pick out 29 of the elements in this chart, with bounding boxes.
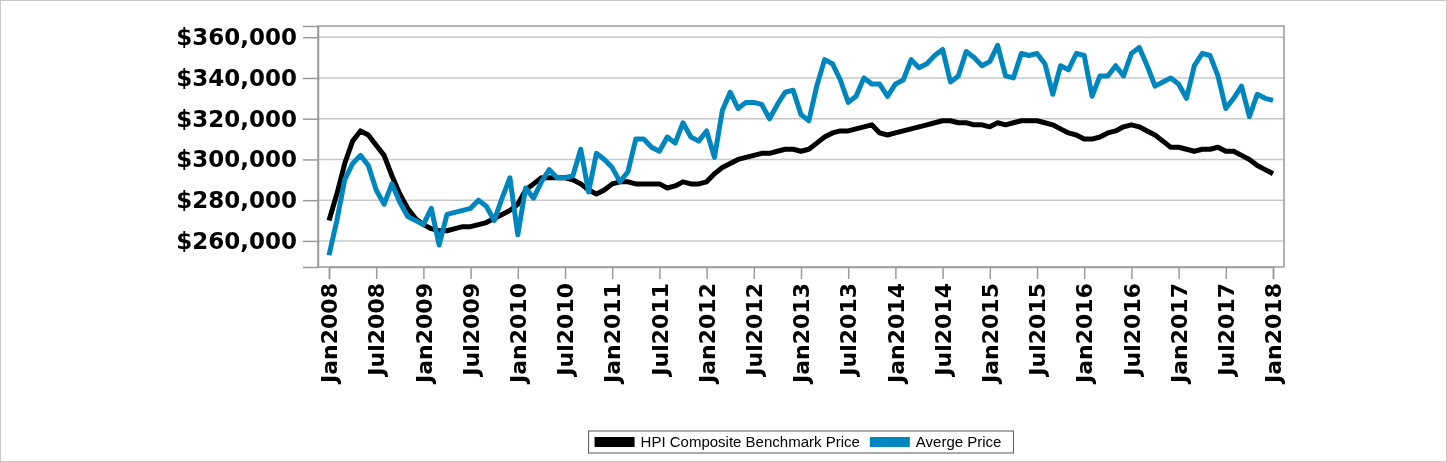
y-tick-label: $360,000 (176, 24, 297, 51)
x-tick-label: Jul2009 (458, 283, 484, 378)
y-tick-label: $320,000 (176, 105, 297, 132)
y-tick-label: $260,000 (176, 227, 297, 254)
x-tick-label: Jul2017 (1214, 283, 1239, 378)
y-tick-label: $280,000 (176, 187, 297, 214)
x-tick-label: Jan2012 (694, 283, 720, 385)
x-tick-label: Jul2008 (364, 283, 390, 378)
y-tick-label: $340,000 (176, 64, 297, 91)
x-tick-label: Jan2015 (978, 283, 1003, 385)
x-tick-label: Jul2016 (1119, 283, 1145, 378)
x-tick-label: Jan2017 (1166, 283, 1192, 385)
x-tick-label: Jan2011 (600, 283, 626, 385)
x-tick-label: Jan2018 (1261, 283, 1287, 385)
x-tick-label: Jul2014 (930, 283, 956, 378)
x-tick-label: Jan2010 (506, 283, 531, 385)
y-tick-label: $300,000 (176, 146, 297, 173)
x-tick-label: Jul2015 (1025, 283, 1051, 378)
x-tick-label: Jan2008 (317, 283, 343, 385)
x-tick-label: Jul2011 (647, 283, 673, 378)
legend-label: HPI Composite Benchmark Price (640, 433, 860, 450)
x-tick-label: Jan2016 (1072, 283, 1098, 385)
legend-label: Averge Price (915, 433, 1002, 450)
x-tick-label: Jan2009 (411, 283, 437, 385)
x-tick-label: Jul2012 (742, 283, 767, 378)
x-tick-label: Jul2013 (836, 283, 862, 378)
x-tick-label: Jan2014 (883, 283, 909, 385)
x-tick-label: Jan2013 (789, 283, 815, 385)
x-tick-label: Jul2010 (553, 283, 579, 378)
